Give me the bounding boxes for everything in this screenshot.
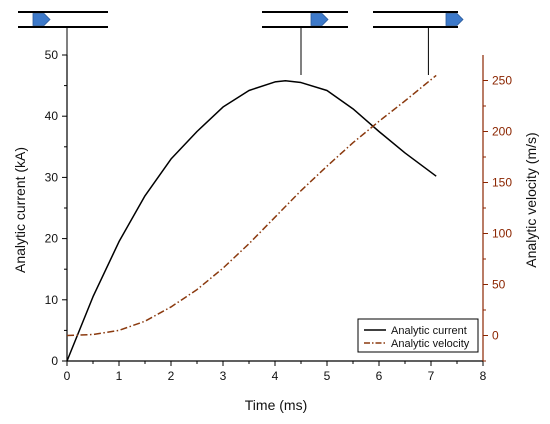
y-tick-label-right: 200 (492, 125, 512, 139)
y-tick-label-left: 0 (51, 354, 58, 368)
projectile-icon (445, 13, 464, 26)
legend-label-velocity: Analytic velocity (391, 338, 470, 350)
x-tick-label: 8 (480, 369, 487, 383)
legend-box (357, 318, 479, 353)
x-tick-label: 6 (376, 369, 383, 383)
axis-ticks: 0 1 2 3 4 5 6 7 8 0 10 20 30 40 50 0 50 100 150 200 250 (45, 48, 513, 383)
x-tick-label: 0 (64, 369, 71, 383)
y-tick-label-right: 100 (492, 227, 512, 241)
series-line-velocity (66, 74, 437, 337)
y-tick-label-right: 50 (492, 278, 506, 292)
y-axis-title-left: Analytic current (kA) (12, 147, 28, 273)
legend-label-current: Analytic current (391, 325, 467, 337)
x-axis-title: Time (ms) (245, 397, 307, 413)
y-axis-title-right: Analytic velocity (m/s) (523, 132, 539, 267)
x-tick-label: 2 (168, 369, 175, 383)
y-tick-label-left: 50 (45, 48, 59, 62)
y-tick-label-right: 250 (492, 74, 512, 88)
rail-illustrations (18, 11, 464, 75)
x-tick-label: 1 (116, 369, 123, 383)
x-tick-label: 3 (220, 369, 227, 383)
y-tick-label-right: 0 (492, 329, 499, 343)
plot-frame (66, 55, 484, 362)
y-tick-label-left: 20 (45, 232, 59, 246)
projectile-icon (310, 13, 329, 26)
x-tick-label: 7 (428, 369, 435, 383)
series-line-current (66, 79, 437, 362)
y-tick-label-left: 10 (45, 293, 59, 307)
series-layer (66, 74, 437, 362)
legend: Analytic current Analytic velocity (357, 318, 479, 353)
y-tick-label-left: 40 (45, 109, 59, 123)
projectile-icon (32, 13, 51, 26)
x-tick-label: 5 (324, 369, 331, 383)
y-tick-label-left: 30 (45, 170, 59, 184)
y-tick-label-right: 150 (492, 176, 512, 190)
x-tick-label: 4 (272, 369, 279, 383)
